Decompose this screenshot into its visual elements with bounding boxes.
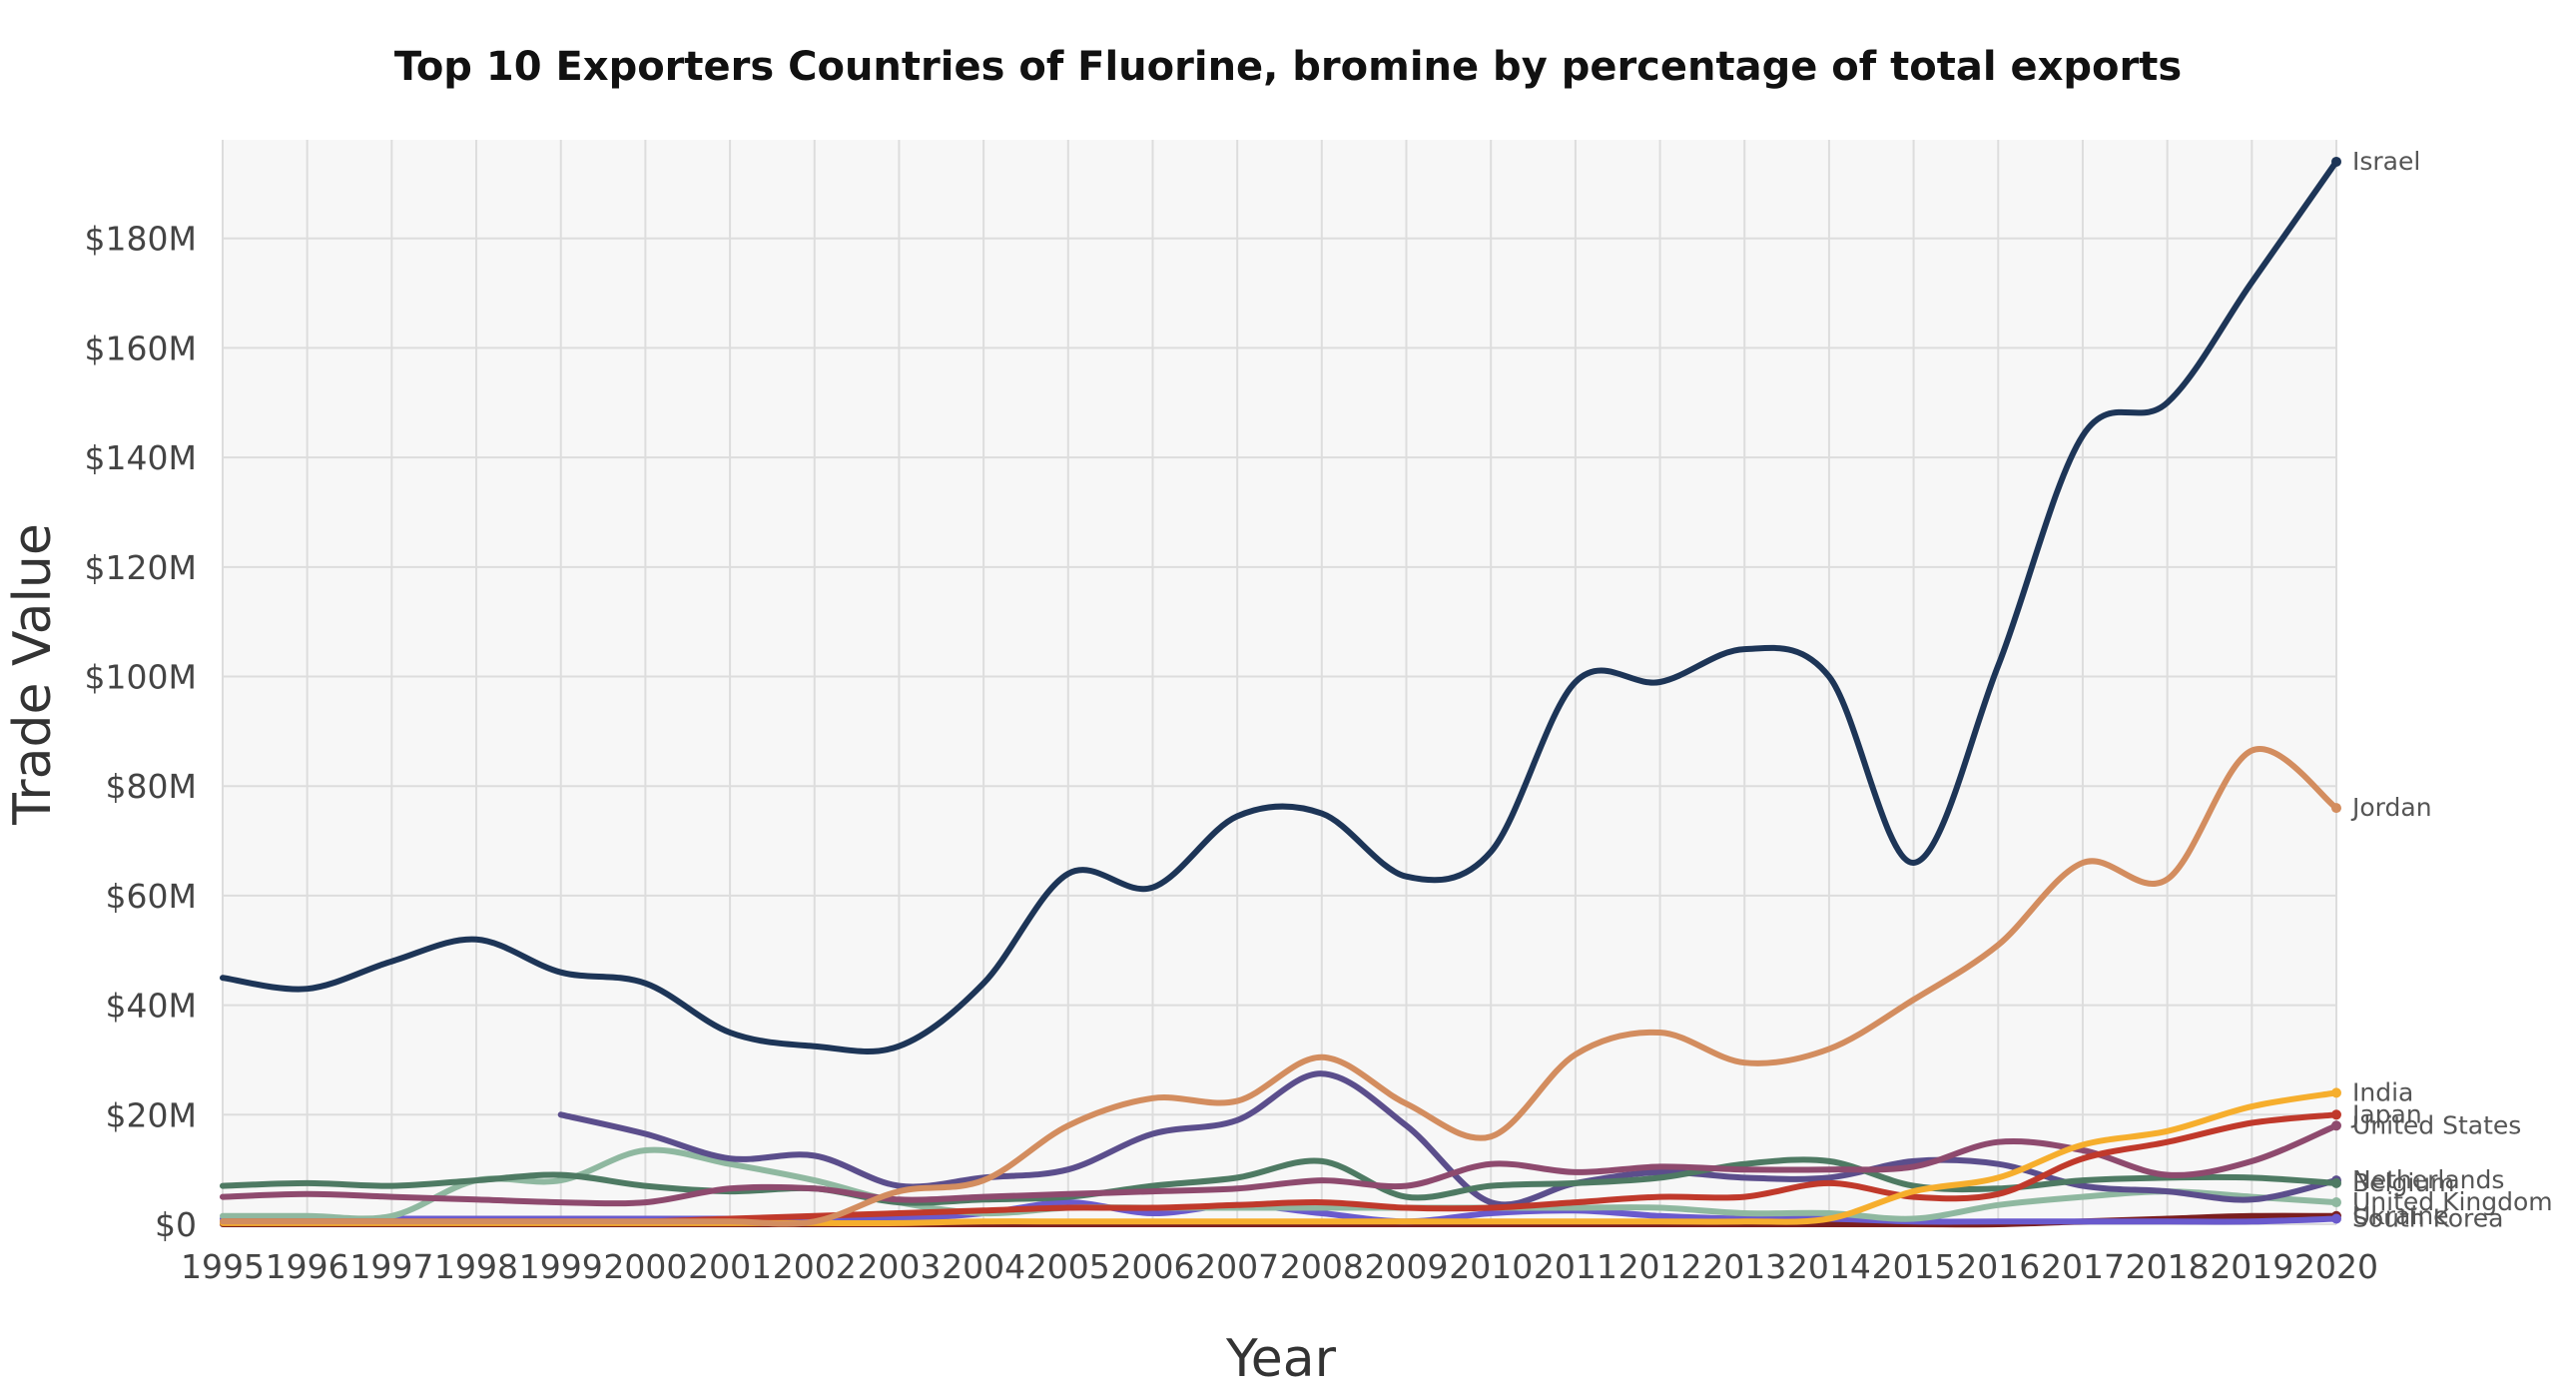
x-tick-label: 2020 <box>2294 1247 2378 1286</box>
series-endpoint-united-kingdom <box>2331 1197 2341 1208</box>
y-tick-label: $0 <box>155 1205 197 1244</box>
series-endpoint-jordan <box>2331 803 2341 814</box>
y-tick-label: $40M <box>106 987 197 1026</box>
series-endpoint-belgium <box>2331 1177 2341 1188</box>
x-tick-label: 2006 <box>1110 1247 1194 1286</box>
series-label-japan: Japan <box>2350 1099 2422 1128</box>
grid <box>222 140 2337 1225</box>
x-tick-label: 2015 <box>1872 1247 1956 1286</box>
x-tick-label: 1995 <box>181 1247 265 1286</box>
series-label-ukraine: Ukraine <box>2352 1201 2449 1230</box>
x-tick-label: 1996 <box>266 1247 349 1286</box>
series-endpoint-south-korea <box>2331 1213 2341 1224</box>
y-tick-label: $140M <box>85 438 197 477</box>
series-line-israel <box>220 158 2339 1054</box>
y-tick-label: $120M <box>85 548 197 587</box>
x-tick-label: 2007 <box>1195 1247 1279 1286</box>
x-tick-label: 2019 <box>2210 1247 2293 1286</box>
x-tick-label: 2003 <box>857 1247 941 1286</box>
x-tick-label: 2004 <box>942 1247 1025 1286</box>
x-tick-label: 2013 <box>1702 1247 1786 1286</box>
x-axis-title: Year <box>1225 1329 1337 1389</box>
x-axis-ticks: 1995 1996 1997 1998 1999 2000 2001 2002 2003 2004… <box>181 1247 2378 1286</box>
series-line-belgium <box>220 1156 2339 1206</box>
series-endpoint-india <box>2331 1087 2341 1098</box>
y-tick-label: $160M <box>85 329 197 367</box>
y-tick-label: $20M <box>106 1095 197 1134</box>
x-tick-label: 2001 <box>688 1247 772 1286</box>
x-tick-label: 2016 <box>1956 1247 2040 1286</box>
series-label-india: India <box>2352 1077 2413 1106</box>
series-label-united-states: United States <box>2352 1110 2521 1139</box>
y-tick-label: $60M <box>106 877 197 916</box>
plot-area <box>223 140 2336 1224</box>
series-label-south-korea: South Korea <box>2352 1204 2503 1233</box>
x-tick-label: 2011 <box>1534 1247 1617 1286</box>
x-tick-label: 2010 <box>1449 1247 1533 1286</box>
series-endpoint-israel <box>2331 156 2341 167</box>
series-label-jordan: Jordan <box>2350 793 2432 822</box>
x-tick-label: 2012 <box>1618 1247 1702 1286</box>
series-label-belgium: Belgium <box>2352 1168 2455 1197</box>
series-label-netherlands: Netherlands <box>2352 1165 2504 1194</box>
series-endpoint-united-states <box>2331 1120 2341 1131</box>
y-tick-label: $80M <box>106 767 197 806</box>
y-tick-label: $180M <box>85 220 197 259</box>
x-tick-label: 1999 <box>519 1247 603 1286</box>
x-tick-label: 2002 <box>773 1247 857 1286</box>
x-tick-label: 1998 <box>434 1247 518 1286</box>
y-axis-ticks: $0 $20M $40M $60M $80M $100M $120M $140M $160M $1… <box>85 220 197 1244</box>
x-tick-label: 2014 <box>1787 1247 1871 1286</box>
series-line-united-states <box>220 1122 2339 1207</box>
series-endpoint-japan <box>2331 1109 2341 1120</box>
y-tick-label: $100M <box>85 658 197 697</box>
series-line-jordan <box>220 746 2339 1227</box>
x-tick-label: 2000 <box>603 1247 687 1286</box>
x-tick-label: 2008 <box>1280 1247 1364 1286</box>
series-label-united-kingdom: United Kingdom <box>2352 1187 2553 1216</box>
x-tick-label: 1997 <box>349 1247 433 1286</box>
series-label-israel: Israel <box>2352 147 2420 176</box>
x-tick-label: 2017 <box>2041 1247 2125 1286</box>
x-tick-label: 2018 <box>2126 1247 2210 1286</box>
y-axis-title: Trade Value <box>3 523 63 826</box>
x-tick-label: 2009 <box>1365 1247 1449 1286</box>
chart-title: Top 10 Exporters Countries of Fluorine, … <box>394 44 2182 90</box>
series-line-netherlands <box>557 1070 2339 1208</box>
series-lines <box>220 156 2341 1228</box>
x-tick-label: 2005 <box>1026 1247 1110 1286</box>
